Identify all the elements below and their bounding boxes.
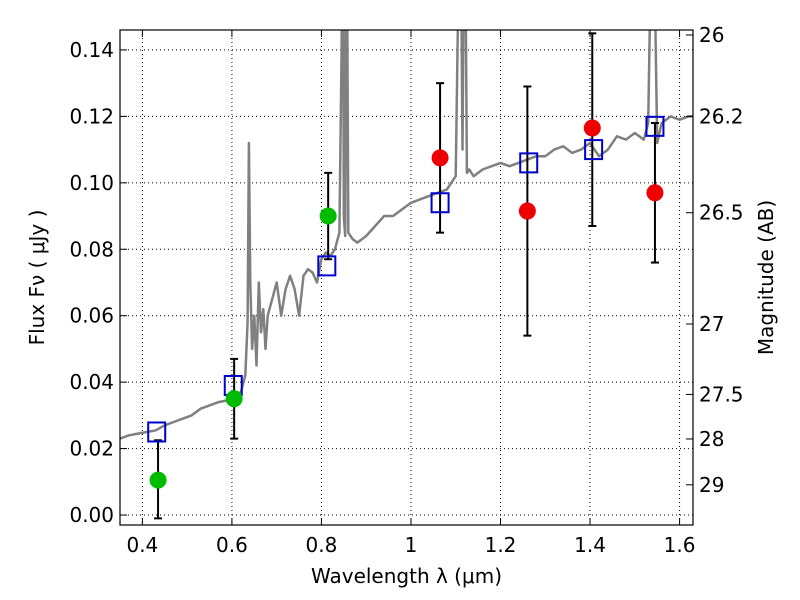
x-tick-label: 1.4	[574, 533, 606, 557]
right-tick-label: 26	[699, 23, 724, 47]
y-tick-label: 0.04	[69, 370, 114, 394]
observed-point	[225, 390, 243, 408]
model-square-marker	[430, 192, 450, 214]
y-tick-label: 0.12	[69, 104, 114, 128]
observed-point	[646, 184, 664, 202]
model-square-marker	[519, 152, 539, 174]
right-tick-label: 26.2	[699, 104, 744, 128]
marker-layer	[147, 115, 665, 489]
y-tick-label: 0.02	[69, 437, 114, 461]
y-tick-label: 0.08	[69, 237, 114, 261]
observed-point	[583, 119, 601, 137]
y-tick-label: 0.14	[69, 38, 114, 62]
observed-point	[149, 471, 167, 489]
x-axis-label: Wavelength λ (μm)	[311, 564, 502, 588]
plot-frame	[119, 29, 694, 526]
right-axis-label: Magnitude (AB)	[754, 200, 778, 355]
y-tick-label: 0.10	[69, 171, 114, 195]
spectrum-line	[120, 30, 693, 440]
right-tick-label: 26.5	[699, 201, 744, 225]
right-tick-label: 28	[699, 427, 724, 451]
observed-point	[319, 207, 337, 225]
model-square-marker	[317, 255, 337, 277]
x-tick-label: 0.4	[126, 533, 158, 557]
y-tick-label: 0.00	[69, 503, 114, 527]
x-tick-label: 1.6	[664, 533, 696, 557]
right-tick-label: 27.5	[699, 382, 744, 406]
right-tick-label: 29	[699, 473, 724, 497]
observed-point	[518, 202, 536, 220]
y-axis-label: Flux Fν ( μJy )	[25, 210, 49, 346]
observed-point	[431, 149, 449, 167]
errorbar-layer	[154, 32, 659, 520]
right-tick-label: 27	[699, 312, 724, 336]
model-square-marker	[645, 115, 665, 137]
spectrum-layer	[120, 30, 693, 440]
x-tick-label: 0.8	[306, 533, 338, 557]
x-tick-label: 0.6	[216, 533, 248, 557]
x-tick-label: 1.2	[485, 533, 517, 557]
model-square-marker	[147, 421, 167, 443]
y-tick-label: 0.06	[69, 304, 114, 328]
ticks-layer: 0.4 0.6 0.8 1 1.2 1.4 1.6 0.00 0.02 0.04 0.06 0.08 0…	[69, 23, 743, 557]
x-tick-label: 1	[405, 533, 418, 557]
model-square-marker	[584, 139, 604, 161]
grid	[120, 30, 693, 525]
